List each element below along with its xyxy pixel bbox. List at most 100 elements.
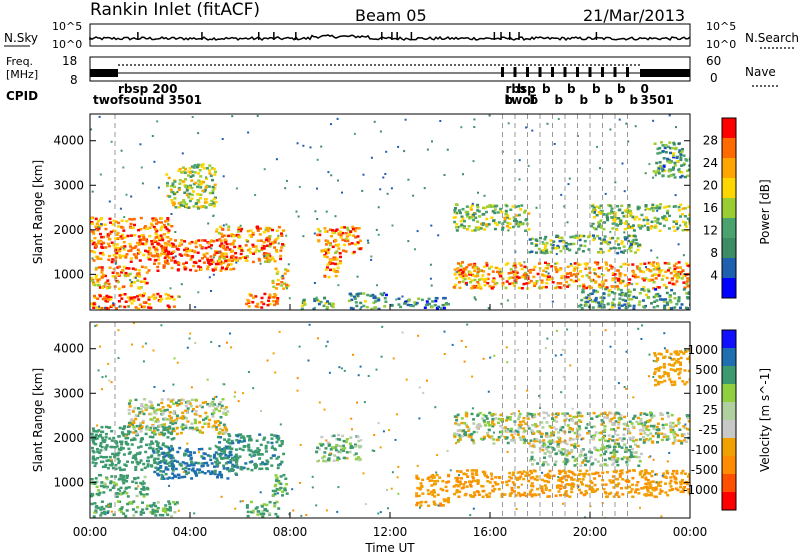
sparse-echo bbox=[473, 296, 476, 299]
sparse-echo bbox=[517, 348, 520, 351]
sparse-echo bbox=[684, 423, 687, 426]
x-tick-label: 04:00 bbox=[173, 525, 208, 539]
sparse-echo bbox=[648, 353, 651, 356]
sparse-echo bbox=[167, 223, 170, 226]
sparse-echo bbox=[595, 289, 598, 292]
sparse-echo bbox=[350, 417, 353, 420]
x-tick-label: 16:00 bbox=[473, 525, 508, 539]
sparse-echo bbox=[108, 379, 111, 382]
sparse-echo bbox=[377, 206, 380, 209]
scatter-region bbox=[452, 469, 690, 499]
sparse-echo bbox=[506, 450, 509, 453]
sparse-echo bbox=[189, 332, 192, 335]
sparse-echo bbox=[460, 126, 463, 129]
sparse-echo bbox=[669, 381, 672, 384]
sparse-echo bbox=[401, 295, 404, 298]
sparse-echo bbox=[668, 114, 671, 117]
cpid-mode-mark: b bbox=[555, 93, 564, 107]
sparse-echo bbox=[104, 375, 107, 378]
sparse-echo bbox=[387, 507, 389, 510]
sparse-echo bbox=[343, 369, 346, 372]
sparse-echo bbox=[654, 174, 657, 177]
sparse-echo bbox=[337, 486, 340, 489]
y-tick-label: 3000 bbox=[53, 386, 84, 400]
freq-tick-top: 18 bbox=[62, 54, 77, 68]
sparse-echo bbox=[384, 173, 387, 175]
sparse-echo bbox=[280, 486, 283, 489]
sparse-echo bbox=[222, 224, 225, 227]
noise-left-tick-top: 10^5 bbox=[52, 20, 82, 33]
sparse-echo bbox=[137, 485, 140, 488]
scatter-region bbox=[323, 254, 343, 279]
sparse-echo bbox=[110, 458, 113, 461]
sparse-echo bbox=[141, 345, 144, 348]
sparse-echo bbox=[623, 190, 626, 193]
sparse-echo bbox=[170, 213, 173, 215]
sparse-echo bbox=[316, 158, 319, 161]
sparse-echo bbox=[191, 410, 194, 413]
freq-marker bbox=[576, 67, 579, 77]
sparse-echo bbox=[510, 413, 513, 416]
sparse-echo bbox=[483, 194, 486, 197]
x-axis: 00:00 04:00 08:00 12:00 16:00 20:00 00:00 bbox=[73, 304, 707, 539]
sparse-echo bbox=[489, 356, 492, 359]
nave-label: Nave bbox=[745, 65, 776, 79]
sparse-echo bbox=[172, 383, 175, 386]
sparse-echo bbox=[652, 119, 655, 122]
sparse-echo bbox=[298, 345, 301, 348]
sparse-echo bbox=[404, 118, 407, 121]
scatter-region bbox=[90, 265, 151, 290]
colorbar-tick-label: 500 bbox=[695, 363, 718, 377]
sparse-echo bbox=[274, 371, 277, 374]
sparse-echo bbox=[190, 453, 192, 456]
scatter-region bbox=[316, 225, 363, 255]
sparse-echo bbox=[506, 299, 509, 302]
sparse-echo bbox=[493, 354, 496, 357]
sparse-echo bbox=[546, 122, 549, 125]
sparse-echo bbox=[376, 284, 378, 287]
sparse-echo bbox=[315, 296, 318, 299]
sparse-echo bbox=[239, 500, 242, 503]
colorbar-swatch bbox=[722, 366, 736, 384]
scatter-region bbox=[528, 234, 642, 255]
cpid-entry: 3501 bbox=[641, 93, 674, 107]
sparse-echo bbox=[505, 346, 508, 349]
sparse-echo bbox=[527, 164, 530, 167]
freq-label-2: [MHz] bbox=[6, 68, 38, 81]
sparse-echo bbox=[115, 261, 118, 264]
sparse-echo bbox=[677, 243, 680, 246]
sparse-echo bbox=[298, 185, 301, 188]
sparse-echo bbox=[377, 233, 380, 236]
velocity-colorbar-label: Velocity [m s^-1] bbox=[758, 368, 772, 472]
sparse-echo bbox=[346, 457, 349, 460]
sparse-echo bbox=[336, 510, 339, 513]
sparse-echo bbox=[112, 302, 115, 305]
sparse-echo bbox=[625, 387, 628, 390]
sparse-echo bbox=[317, 337, 319, 340]
sparse-echo bbox=[235, 261, 238, 264]
sparse-echo bbox=[231, 115, 234, 118]
sparse-echo bbox=[458, 474, 460, 476]
sparse-echo bbox=[305, 514, 308, 516]
sparse-echo bbox=[649, 455, 652, 458]
sparse-echo bbox=[431, 140, 433, 143]
sparse-echo bbox=[178, 295, 181, 298]
x-tick-label: 00:00 bbox=[73, 525, 108, 539]
sparse-echo bbox=[419, 506, 421, 509]
scatter-region bbox=[152, 446, 238, 480]
velocity-colorbar: 1000 500 100 25 -25 -100 -500 -1000 bbox=[683, 329, 737, 511]
sparse-echo bbox=[567, 183, 570, 186]
sparse-echo bbox=[90, 128, 93, 131]
sparse-echo bbox=[566, 328, 569, 331]
sparse-echo bbox=[100, 223, 103, 226]
sparse-echo bbox=[525, 126, 528, 129]
freq-switch-markers bbox=[501, 67, 629, 77]
sparse-echo bbox=[617, 382, 620, 385]
sparse-echo bbox=[648, 375, 650, 378]
sparse-echo bbox=[663, 332, 666, 335]
sparse-echo bbox=[366, 239, 369, 242]
sparse-echo bbox=[430, 284, 433, 287]
sparse-echo bbox=[391, 224, 394, 227]
sparse-echo bbox=[184, 464, 187, 467]
